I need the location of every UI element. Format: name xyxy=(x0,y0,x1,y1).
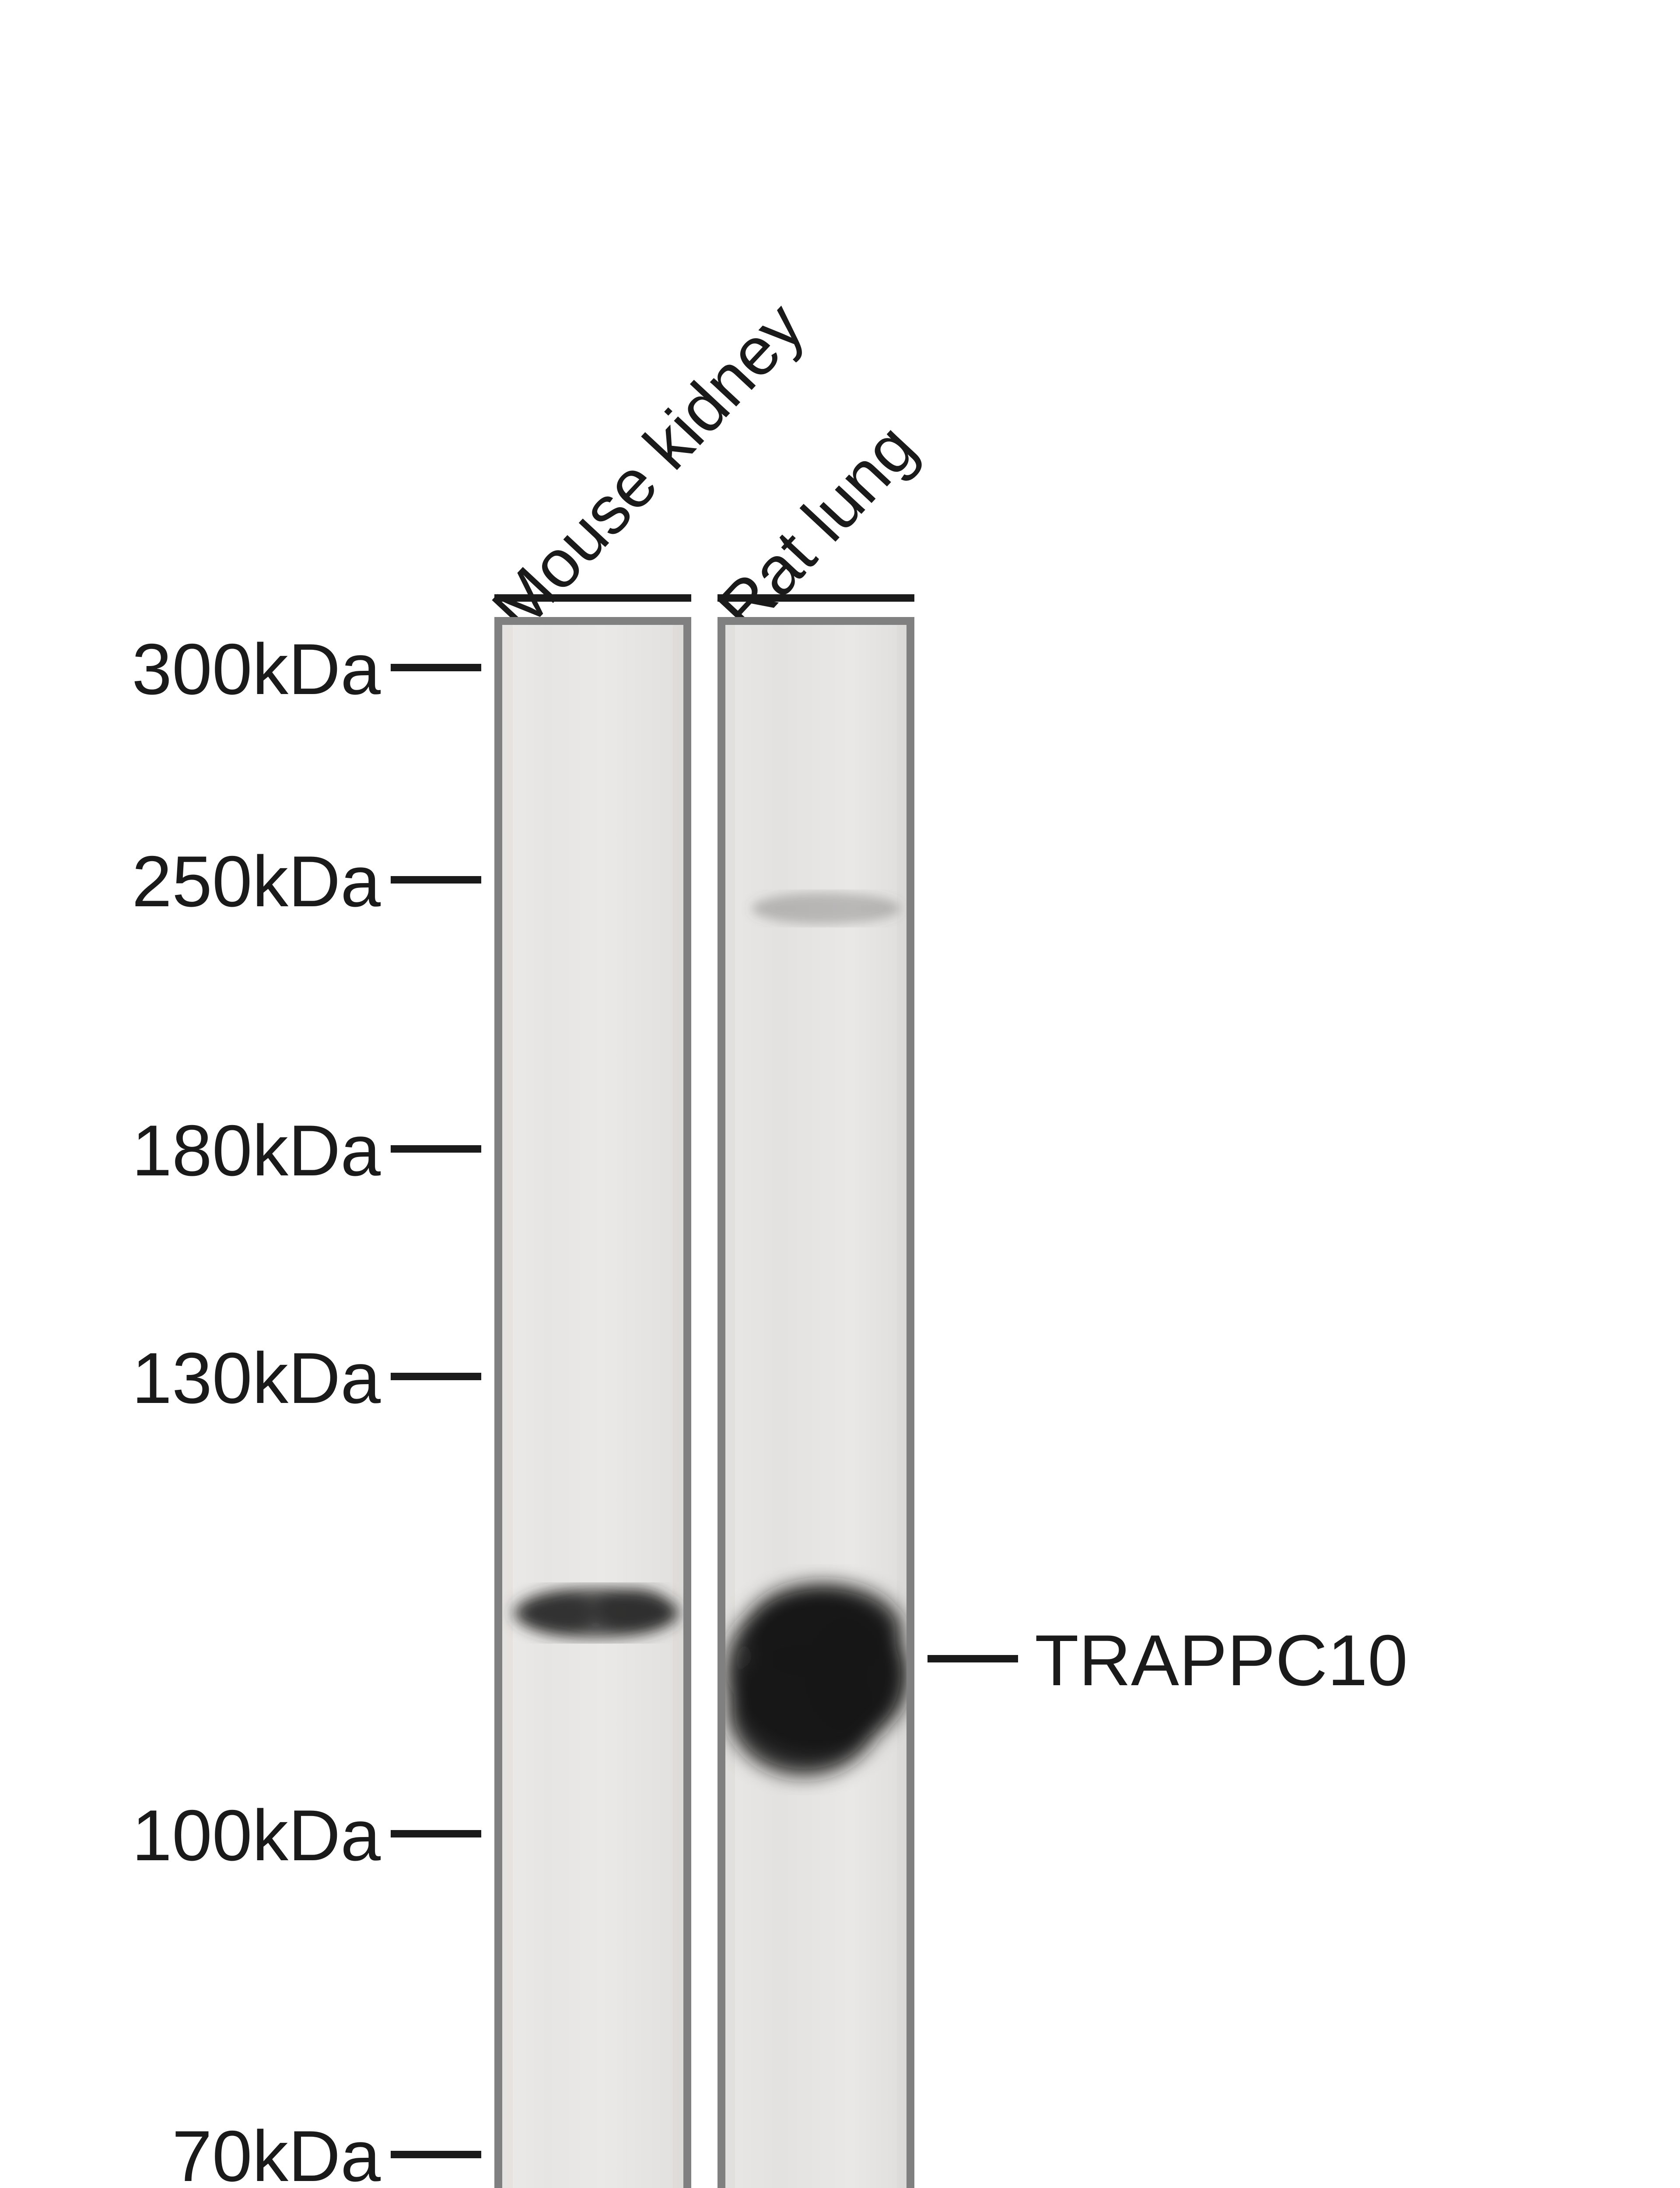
mw-label-300: 300kDa xyxy=(61,628,381,711)
mw-label-130: 130kDa xyxy=(61,1337,381,1420)
mw-label-70: 70kDa xyxy=(109,2115,381,2188)
mw-tick-180 xyxy=(391,1145,481,1153)
mw-label-180: 180kDa xyxy=(61,1109,381,1192)
mw-label-250: 250kDa xyxy=(61,840,381,923)
mw-tick-130 xyxy=(391,1373,481,1380)
lane-underline-1 xyxy=(494,594,691,602)
western-blot-figure: Mouse kidney Rat lung xyxy=(0,0,1680,2188)
band-label-trappc10: TRAPPC10 xyxy=(1035,1619,1408,1702)
mw-tick-70 xyxy=(391,2151,481,2158)
mw-tick-100 xyxy=(391,1830,481,1837)
band-tick-trappc10 xyxy=(928,1655,1018,1662)
blot-lane-1 xyxy=(494,617,691,2188)
mw-tick-300 xyxy=(391,664,481,671)
blot-lane-2 xyxy=(718,617,914,2188)
blot-lane-1-svg xyxy=(502,625,683,2188)
blot-lane-2-svg xyxy=(725,625,906,2188)
lane-underline-2 xyxy=(718,594,914,602)
lane-label-2-text: Rat lung xyxy=(703,410,930,646)
mw-label-100: 100kDa xyxy=(61,1794,381,1877)
mw-tick-250 xyxy=(391,876,481,884)
lane-label-2: Rat lung xyxy=(702,409,931,647)
